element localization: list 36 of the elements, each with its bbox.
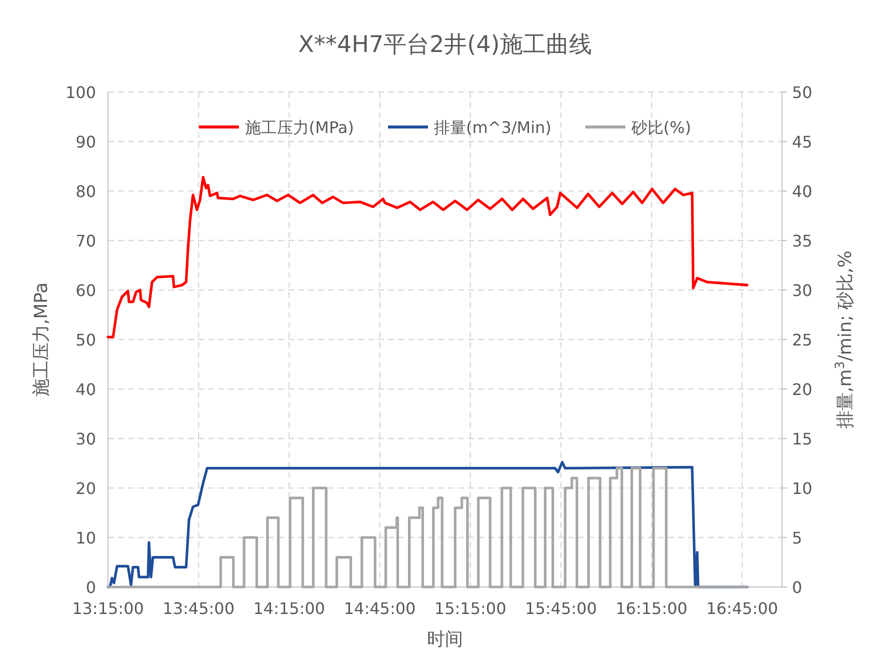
- x-tick-label: 14:45:00: [344, 599, 416, 618]
- y2-tick-label: 35: [792, 232, 812, 250]
- y2-tick-label: 45: [792, 132, 812, 152]
- legend-label: 排量(m^3/Min): [434, 118, 552, 137]
- y2-tick-label: 25: [792, 330, 812, 350]
- y2-tick-label: 0: [792, 578, 802, 597]
- y2-tick-label: 20: [792, 380, 812, 399]
- y-tick-label: 100: [65, 83, 96, 102]
- y-tick-label: 80: [76, 182, 96, 201]
- x-tick-label: 13:45:00: [162, 599, 235, 618]
- x-tick-label: 16:45:00: [706, 599, 778, 618]
- y2-tick-label: 10: [792, 479, 812, 498]
- x-tick-label: 15:45:00: [525, 599, 597, 618]
- y2-tick-label: 5: [792, 528, 802, 548]
- y2-tick-label: 30: [792, 281, 812, 300]
- y-tick-label: 50: [76, 330, 96, 350]
- y-tick-label: 30: [76, 430, 96, 448]
- y2-tick-label: 40: [792, 182, 812, 201]
- x-tick-label: 14:15:00: [253, 599, 326, 618]
- y2-tick-label: 15: [792, 430, 812, 448]
- y-axis-title: 施工压力,MPa: [31, 282, 52, 397]
- y-tick-label: 40: [76, 380, 96, 399]
- legend-label: 砂比(%): [630, 118, 692, 137]
- x-tick-label: 16:15:00: [616, 599, 688, 618]
- chart-title: X**4H7平台2井(4)施工曲线: [298, 32, 592, 58]
- y-tick-label: 0: [86, 578, 96, 597]
- x-tick-label: 15:15:00: [434, 599, 506, 618]
- y-tick-label: 10: [76, 528, 96, 548]
- y-tick-label: 90: [76, 132, 96, 152]
- x-axis-title: 时间: [427, 629, 463, 650]
- y-tick-label: 60: [76, 281, 96, 300]
- legend-label: 施工压力(MPa): [244, 118, 354, 137]
- y-tick-label: 70: [76, 232, 96, 250]
- y2-tick-label: 50: [792, 83, 812, 102]
- y-tick-label: 20: [76, 479, 96, 498]
- x-tick-label: 13:15:00: [72, 599, 144, 618]
